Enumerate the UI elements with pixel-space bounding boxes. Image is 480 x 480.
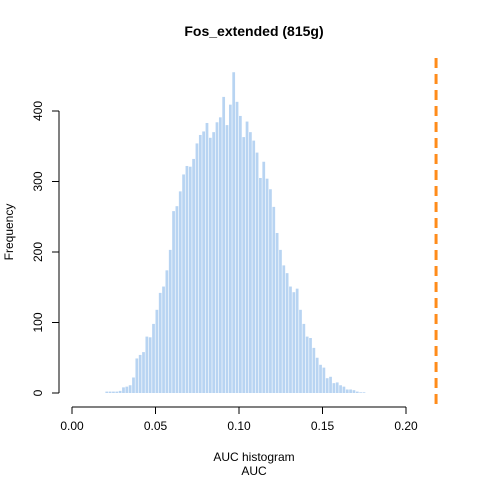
histogram-bar	[122, 387, 125, 393]
histogram-bar	[242, 137, 246, 393]
histogram-bar	[252, 140, 256, 393]
histogram-bar	[269, 189, 272, 393]
histogram-bar	[285, 273, 289, 393]
histogram-bar	[115, 391, 119, 393]
x-tick-label: 0.00	[60, 419, 84, 433]
histogram-bar	[255, 152, 259, 393]
histogram-bar	[342, 386, 346, 393]
histogram-bar	[195, 143, 199, 393]
histogram-bars	[105, 72, 366, 394]
histogram-bar	[138, 354, 142, 393]
histogram-bar	[265, 178, 269, 393]
histogram-bar	[352, 390, 356, 393]
histogram-bar	[319, 364, 322, 393]
histogram-bar	[359, 392, 362, 393]
histogram-bar	[202, 131, 205, 393]
y-tick-label: 100	[31, 312, 45, 332]
histogram-bar	[175, 206, 179, 393]
histogram-bar	[262, 161, 266, 393]
histogram-bar	[188, 166, 192, 393]
histogram-bar	[279, 249, 282, 393]
histogram-bar	[155, 309, 159, 393]
histogram-bar	[349, 389, 352, 393]
histogram-bar	[118, 390, 122, 393]
x-axis-label: AUC histogram	[213, 450, 294, 464]
histogram-bar	[315, 357, 319, 393]
histogram-bar	[162, 286, 165, 393]
histogram-bar	[185, 165, 189, 393]
y-tick-label: 200	[31, 242, 45, 262]
histogram-bar	[165, 270, 169, 393]
histogram-bar	[309, 338, 312, 393]
histogram-bar	[325, 378, 329, 393]
histogram-bar	[332, 383, 336, 393]
histogram-bar	[198, 134, 202, 393]
histogram-bar	[182, 174, 185, 393]
histogram-bar	[142, 352, 145, 393]
histogram-bar	[228, 104, 232, 393]
x-axis-sublabel: AUC	[241, 464, 267, 478]
histogram-bar	[305, 336, 309, 393]
histogram-bar	[322, 367, 326, 393]
histogram-bar	[239, 115, 242, 393]
y-tick-label: 400	[31, 101, 45, 121]
histogram-bar	[289, 286, 292, 393]
histogram-bar	[208, 137, 212, 393]
histogram-bar	[339, 385, 342, 393]
axes: 0.00 0.05 0.10 0.15 0.20 0 100 200 300 400	[31, 101, 418, 433]
y-tick-label: 0	[31, 389, 45, 396]
histogram-bar	[249, 132, 252, 393]
histogram-bar	[178, 191, 182, 393]
histogram-bar	[335, 382, 339, 393]
histogram-bar	[272, 206, 276, 393]
y-axis-label: Frequency	[2, 204, 16, 261]
histogram-bar	[168, 249, 172, 393]
histogram-bar	[158, 292, 162, 393]
histogram-bar	[172, 211, 175, 393]
histogram-bar	[108, 391, 112, 393]
histogram-bar	[135, 358, 139, 393]
x-tick-label: 0.15	[311, 419, 335, 433]
x-tick-label: 0.05	[144, 419, 168, 433]
histogram-bar	[259, 177, 262, 393]
histogram-bar	[212, 132, 216, 393]
histogram-bar	[218, 117, 222, 393]
histogram-bar	[145, 336, 149, 393]
histogram-bar	[302, 323, 306, 393]
histogram-bar	[225, 125, 229, 393]
histogram-bar	[152, 323, 155, 393]
histogram-bar	[355, 391, 359, 393]
histogram-bar	[125, 386, 129, 393]
histogram-bar	[329, 376, 332, 393]
histogram-bar	[112, 391, 115, 393]
histogram-bar	[222, 96, 226, 394]
histogram-bar	[235, 101, 239, 393]
histogram-bar	[282, 265, 286, 393]
histogram-bar	[232, 72, 236, 393]
histogram-bar	[128, 385, 132, 393]
histogram-bar	[345, 389, 349, 393]
histogram-bar	[295, 288, 299, 393]
histogram-bar	[132, 377, 135, 393]
histogram-bar	[245, 121, 249, 393]
histogram-bar	[148, 337, 152, 393]
histogram-bar	[105, 391, 109, 393]
histogram-bar	[362, 392, 366, 393]
histogram-bar	[275, 232, 279, 393]
chart-title: Fos_extended (815g)	[184, 23, 323, 39]
x-tick-label: 0.20	[394, 419, 418, 433]
histogram-bar	[215, 122, 219, 393]
histogram-bar	[312, 347, 316, 393]
y-tick-label: 300	[31, 171, 45, 191]
histogram-bar	[299, 309, 302, 393]
histogram-bar	[292, 292, 296, 393]
x-tick-label: 0.10	[227, 419, 251, 433]
histogram-bar	[192, 158, 195, 393]
histogram-bar	[205, 122, 209, 394]
